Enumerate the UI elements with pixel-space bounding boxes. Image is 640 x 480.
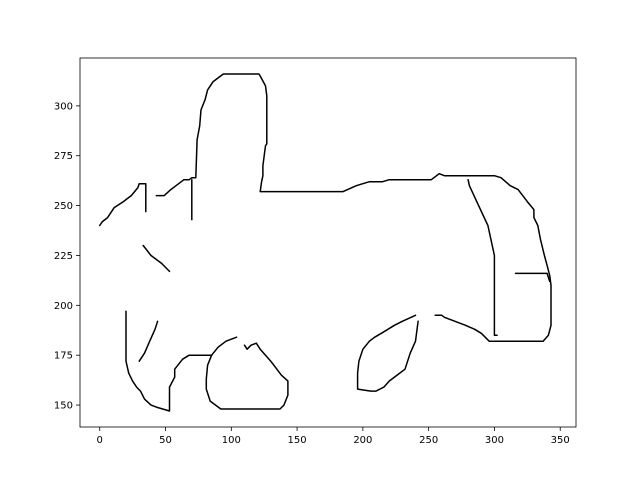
series-line-2 — [155, 73, 552, 342]
series-line-1 — [98, 182, 147, 227]
series-line-5 — [125, 310, 213, 412]
series-line-4 — [142, 244, 171, 273]
y-tick-label: 175 — [54, 351, 73, 362]
x-tick-label: 150 — [288, 435, 307, 446]
y-tick-label: 275 — [54, 151, 73, 162]
x-tick-label: 100 — [222, 435, 241, 446]
series-line-6 — [138, 320, 159, 362]
y-tick-label: 150 — [54, 401, 73, 412]
x-axis: 0 50 100 150 200 250 300 350 — [97, 427, 570, 446]
series-line-7 — [210, 336, 238, 356]
x-tick-label: 0 — [97, 435, 103, 446]
y-tick-label: 250 — [54, 201, 73, 212]
x-tick-label: 200 — [353, 435, 372, 446]
y-tick-label: 225 — [54, 251, 73, 262]
series-line-10 — [467, 178, 498, 336]
x-tick-label: 350 — [551, 435, 570, 446]
axes-frame — [79, 57, 577, 428]
series-line-9 — [356, 314, 419, 392]
y-tick-label: 300 — [54, 101, 73, 112]
x-tick-label: 250 — [419, 435, 438, 446]
plot-series-group — [98, 73, 552, 412]
y-axis: 150 175 200 225 250 275 300 — [54, 101, 80, 412]
y-tick-label: 200 — [54, 301, 73, 312]
x-tick-label: 300 — [485, 435, 504, 446]
series-line-11 — [514, 272, 551, 283]
x-tick-label: 50 — [159, 435, 172, 446]
series-line-8 — [205, 342, 289, 410]
